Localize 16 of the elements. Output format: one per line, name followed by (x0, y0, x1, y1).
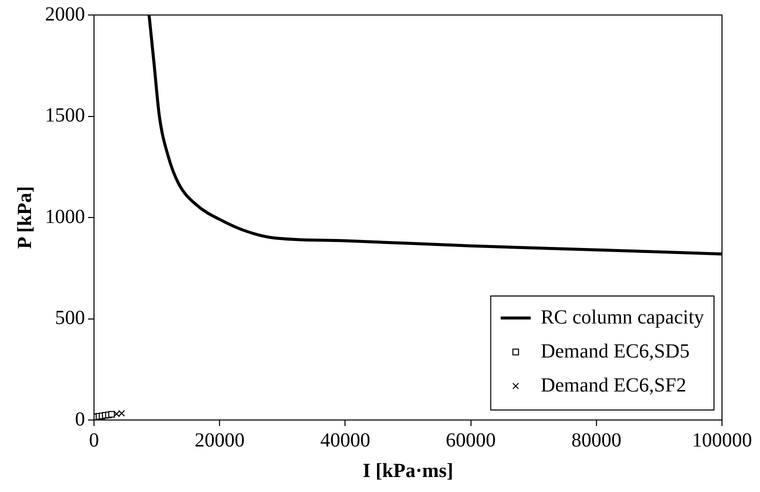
y-tick-label: 1000 (45, 206, 85, 228)
x-tick-label: 20000 (194, 429, 245, 452)
x-axis-title: I [kPa·ms] (362, 460, 454, 482)
y-tick-label: 500 (55, 307, 85, 329)
x-tick-label: 60000 (446, 429, 496, 452)
legend-label: Demand EC6,SF2 (540, 374, 686, 396)
x-tick-label: 40000 (320, 429, 370, 452)
y-tick-label: 2000 (45, 3, 85, 26)
y-tick-label: 1500 (45, 104, 85, 126)
legend-label: Demand EC6,SD5 (540, 340, 690, 362)
y-tick-label: 0 (75, 408, 85, 430)
x-tick-label: 0 (89, 429, 99, 452)
x-tick-label: 100000 (692, 429, 752, 452)
legend-label: RC column capacity (540, 306, 704, 328)
x-tick-label: 80000 (571, 429, 622, 452)
y-axis-title: P [kPa] (14, 186, 36, 249)
